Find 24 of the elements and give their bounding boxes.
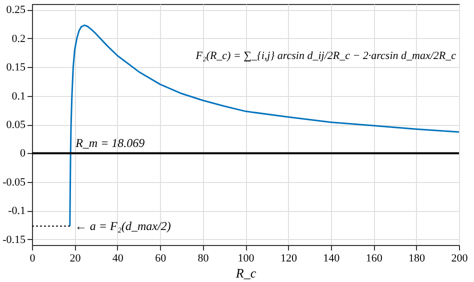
x-axis-title: R_c bbox=[234, 266, 256, 280]
x-tick-label: 140 bbox=[323, 252, 340, 264]
x-tick-label: 180 bbox=[408, 252, 426, 264]
annotation: ← a = F₂(d_max/2) bbox=[74, 219, 171, 234]
y-tick-label: 0.1 bbox=[12, 90, 26, 102]
y-tick-label: 0.05 bbox=[6, 119, 26, 131]
y-tick-label: 0 bbox=[20, 148, 26, 160]
y-tick-label: 0.25 bbox=[6, 4, 26, 16]
y-tick-label: -0.15 bbox=[2, 234, 26, 246]
y-tick-label: -0.05 bbox=[2, 176, 26, 188]
y-tick-label: 0.2 bbox=[12, 32, 26, 45]
x-tick-label: 160 bbox=[366, 252, 383, 264]
y-tick-label: 0.15 bbox=[6, 62, 26, 74]
annotation: F₂(R_c) = ∑_{i,j} arcsin d_ij/2R_c − 2·arcsin d_max/2R_c bbox=[194, 50, 456, 62]
annotation: R_m = 18.069 bbox=[74, 136, 145, 150]
x-tick-label: 60 bbox=[155, 252, 167, 264]
x-tick-label: 120 bbox=[280, 252, 298, 264]
x-tick-label: 40 bbox=[112, 252, 124, 264]
x-tick-label: 80 bbox=[198, 252, 210, 264]
y-tick-label: -0.1 bbox=[8, 205, 26, 218]
x-tick-label: 0 bbox=[30, 252, 36, 264]
x-tick-label: 200 bbox=[451, 252, 468, 264]
x-tick-label: 100 bbox=[238, 252, 255, 264]
x-tick-label: 20 bbox=[70, 252, 82, 264]
